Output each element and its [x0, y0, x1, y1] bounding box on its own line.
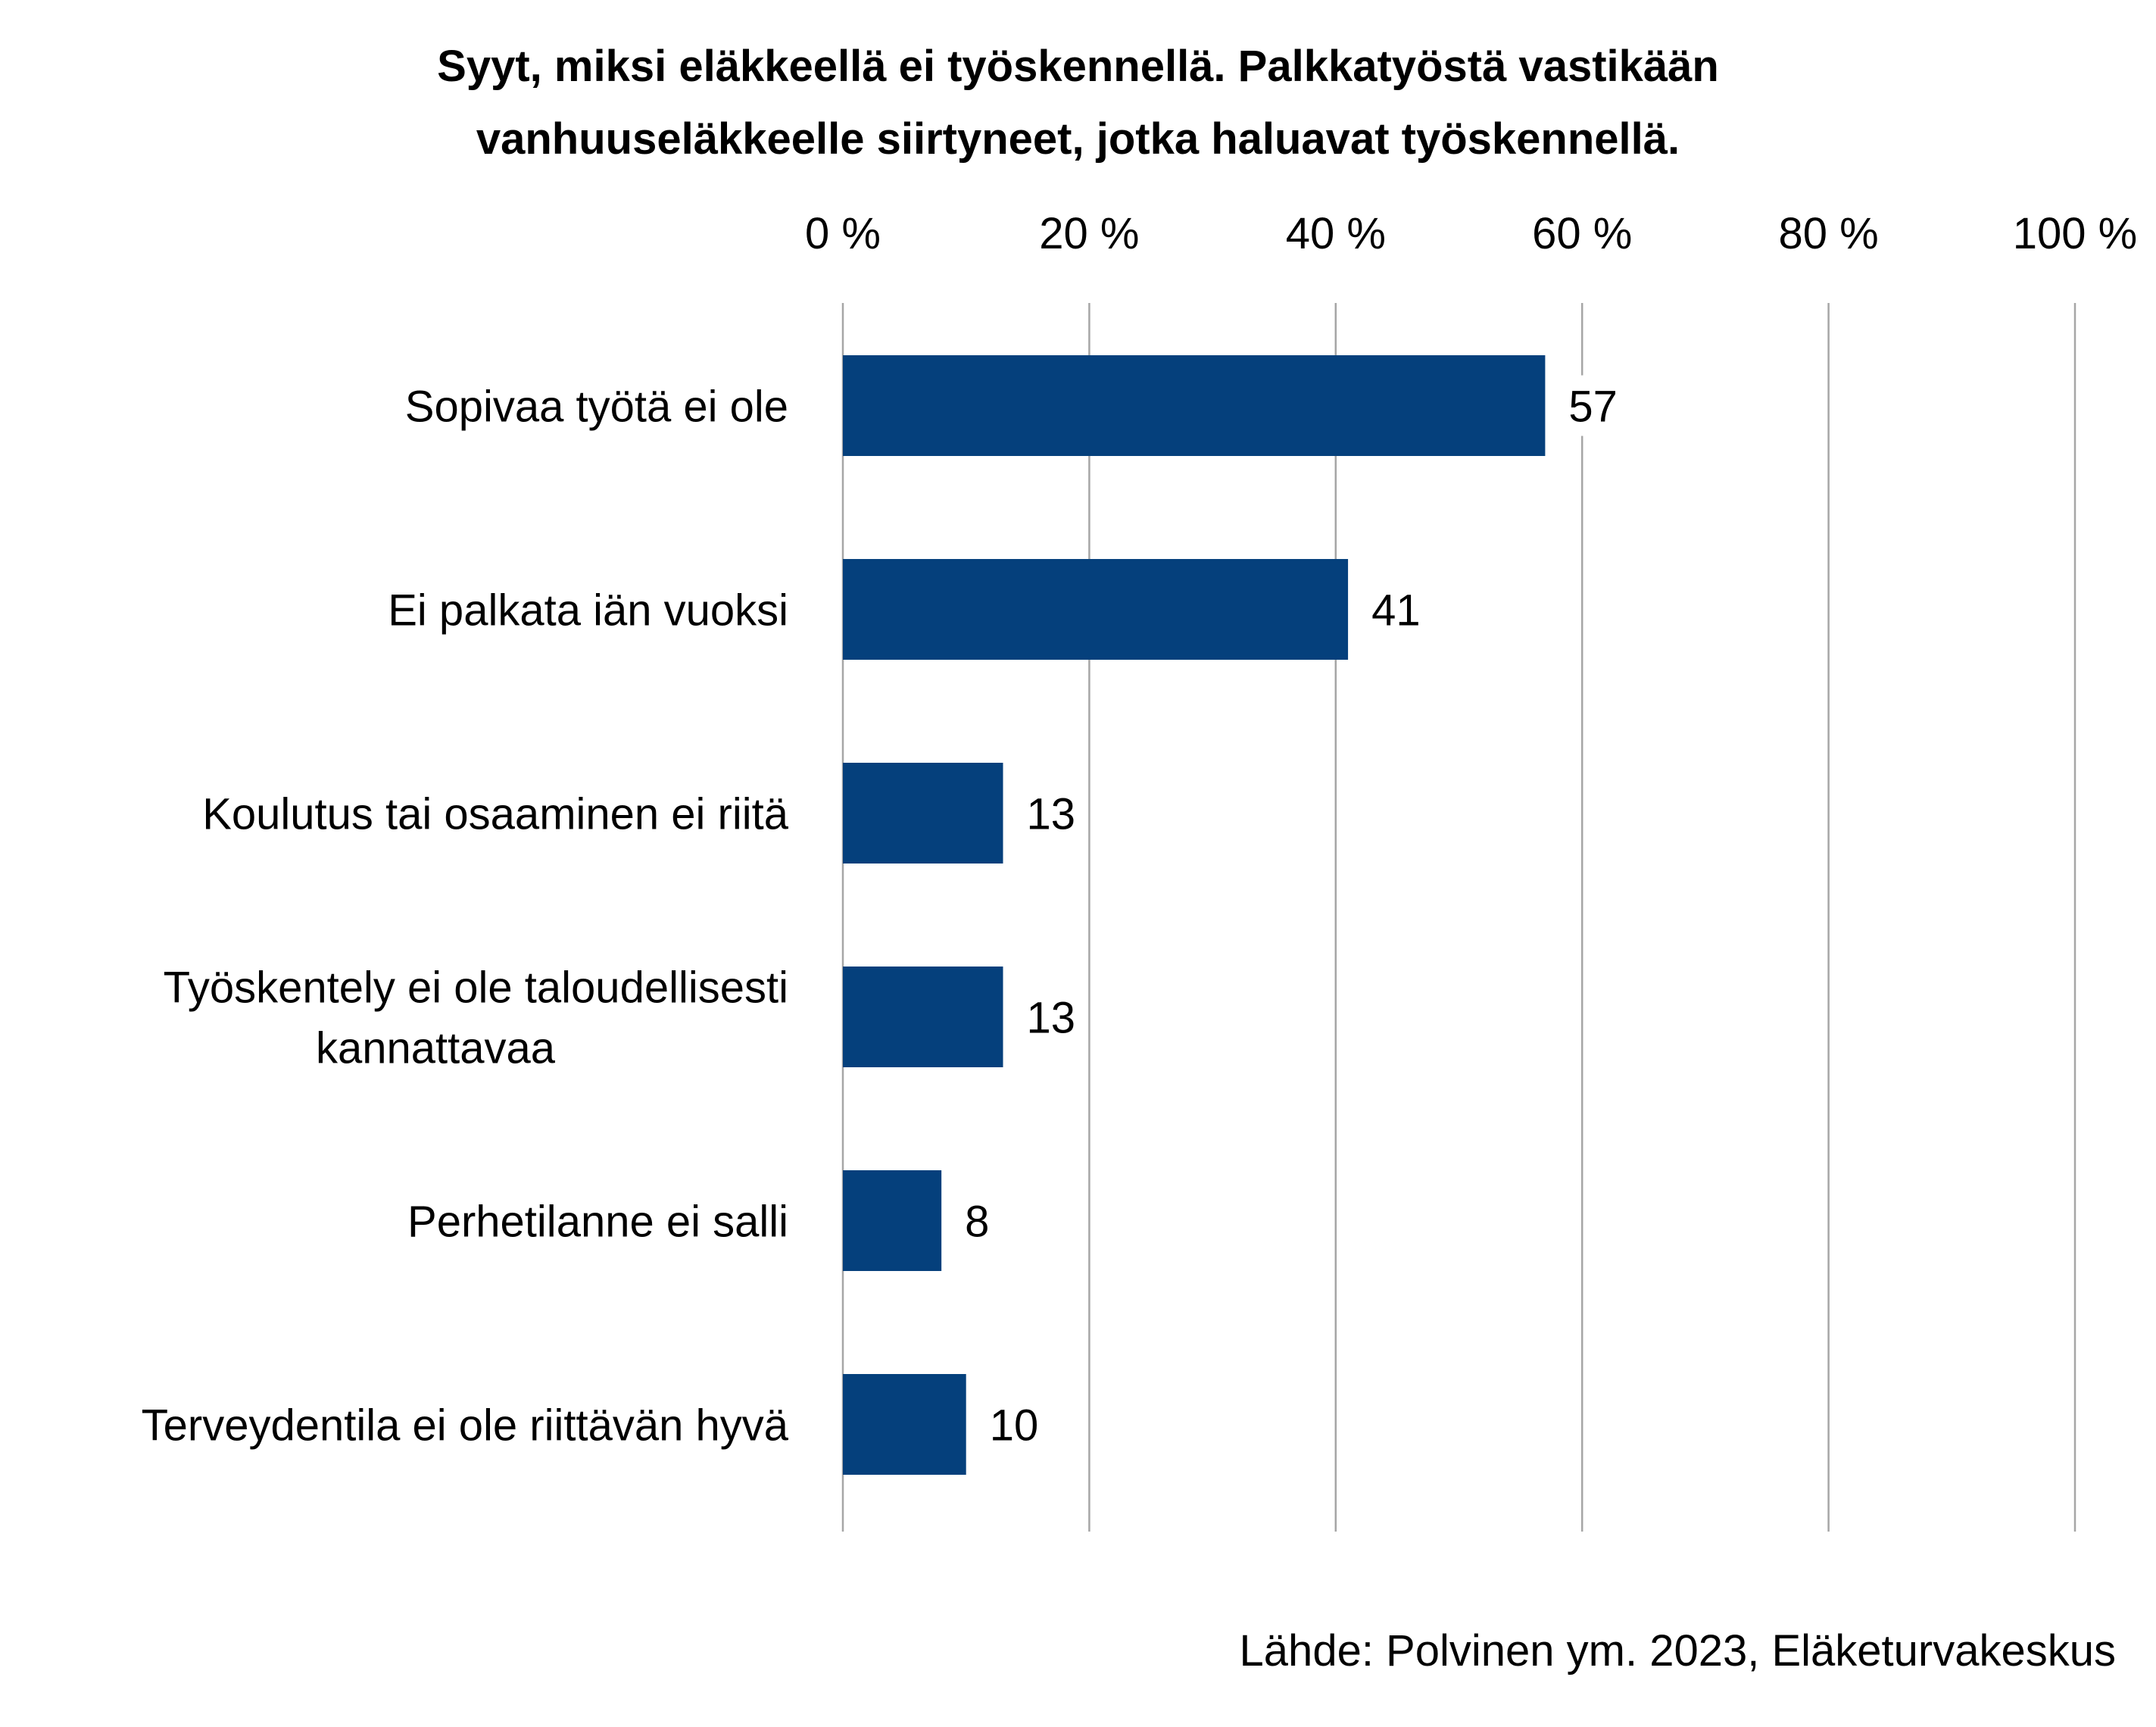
source-note: Lähde: Polvinen ym. 2023, Eläketurvakesk… [1239, 1626, 2116, 1675]
value-label-5: 8 [965, 1198, 989, 1247]
x-tick-label-20: 20 % [1039, 209, 1139, 258]
x-tick-label-100: 100 % [2013, 209, 2137, 258]
x-axis-tick-labels: 0 % 20 % 40 % 60 % 80 % 100 % [805, 209, 2137, 258]
value-label-bg-3 [1020, 782, 1084, 844]
value-label-bg-2 [1365, 579, 1430, 640]
category-label-6: Terveydentila ei ole riittävän hyvä [142, 1401, 789, 1451]
x-tick-label-80: 80 % [1778, 209, 1878, 258]
category-labels: Sopivaa työtä ei ole Ei palkata iän vuoks… [142, 383, 789, 1451]
gridlines [841, 303, 2076, 1532]
category-label-4-line-2: kannattavaa [316, 1024, 556, 1073]
x-tick-label-0: 0 % [805, 209, 881, 258]
value-label-2: 41 [1371, 586, 1421, 636]
value-label-bg-1 [1562, 375, 1627, 436]
value-label-bg-4 [1020, 986, 1084, 1048]
category-label-1: Sopivaa työtä ei ole [405, 383, 788, 432]
chart-title-line-2: vanhuuseläkkeelle siirtyneet, jotka halu… [476, 114, 1680, 164]
value-labels: 57 41 13 13 8 10 [959, 375, 1627, 1455]
x-tick-label-40: 40 % [1286, 209, 1386, 258]
bar-4 [843, 967, 1003, 1067]
value-label-6: 10 [990, 1401, 1039, 1451]
bar-2 [843, 559, 1349, 660]
bar-3 [843, 763, 1003, 864]
bar-5 [843, 1170, 942, 1271]
x-tick-label-60: 60 % [1532, 209, 1632, 258]
chart-title-line-1: Syyt, miksi eläkkeellä ei työskennellä. … [437, 42, 1719, 91]
value-label-3: 13 [1027, 790, 1076, 839]
bars [843, 355, 1546, 1475]
category-label-3: Koulutus tai osaaminen ei riitä [202, 790, 789, 839]
bar-6 [843, 1374, 966, 1475]
value-label-bg-5 [959, 1190, 997, 1251]
category-label-5: Perhetilanne ei salli [407, 1198, 788, 1247]
category-label-2: Ei palkata iän vuoksi [388, 586, 788, 636]
chart-title: Syyt, miksi eläkkeellä ei työskennellä. … [0, 30, 2156, 176]
value-label-bg-6 [983, 1394, 1047, 1455]
bar-1 [843, 355, 1546, 456]
value-label-1: 57 [1568, 383, 1618, 432]
category-label-4-line-1: Työskentely ei ole taloudellisesti [164, 963, 788, 1013]
value-label-4: 13 [1027, 994, 1076, 1043]
